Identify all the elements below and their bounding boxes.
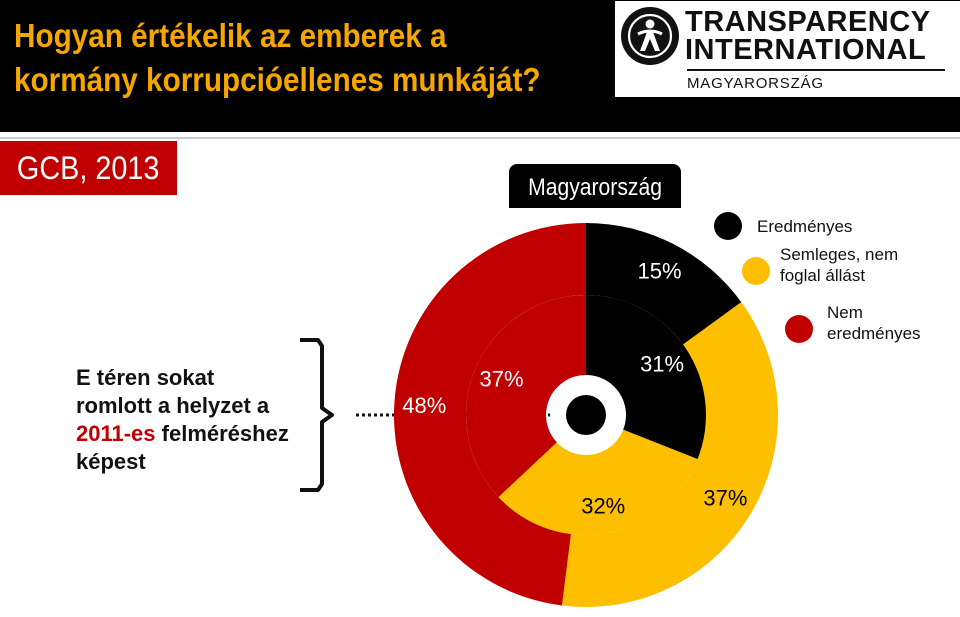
country-label: Magyarország (509, 164, 681, 208)
country-label-text: Magyarország (528, 174, 662, 201)
legend-label-nem-eredmenyes: Nem eredményes (827, 303, 921, 343)
chart-center-dot (566, 395, 606, 435)
note-line-4: képest (76, 449, 146, 474)
outer-slice-eredmenyes (586, 223, 742, 345)
outer-slice-semleges-nem-foglal-allast (561, 302, 778, 608)
outer-slice-nem-eredmenyes (394, 223, 586, 606)
legend-label-eredmenyes: Eredményes (757, 217, 853, 236)
header-bar: Hogyan értékelik az emberek a kormány ko… (0, 0, 960, 132)
legend-swatch-semleges-nem-foglal-allast (742, 257, 770, 285)
outer-label-nem-eredmenyes: 48% (402, 393, 446, 418)
inner-label-nem-eredmenyes: 37% (480, 366, 524, 391)
logo-rule (687, 69, 945, 71)
outer-label-eredmenyes: 15% (638, 259, 682, 284)
header-divider (0, 137, 960, 139)
outer-label-semleges-nem-foglal-allast: 37% (703, 485, 747, 510)
logo-line-2: INTERNATIONAL (685, 34, 927, 66)
comparison-note: E téren sokat romlott a helyzet a 2011-e… (76, 364, 316, 476)
page-title: Hogyan értékelik az emberek a kormány ko… (14, 14, 545, 102)
note-bracket (300, 338, 334, 492)
inner-label-eredmenyes: 31% (640, 351, 684, 376)
ti-emblem-icon (621, 7, 679, 65)
inner-slice-eredmenyes (586, 295, 706, 460)
logo-subtitle: MAGYARORSZÁG (687, 75, 824, 92)
gcb-badge-label: GCB, 2013 (17, 150, 160, 186)
inner-label-semleges-nem-foglal-allast: 32% (581, 493, 625, 518)
note-year: 2011-es (76, 421, 156, 446)
transparency-international-logo: TRANSPARENCY INTERNATIONAL MAGYARORSZÁG (615, 1, 960, 97)
gcb-badge: GCB, 2013 (0, 141, 177, 195)
note-line-1: E téren sokat (76, 365, 215, 390)
legend-swatch-nem-eredmenyes (785, 315, 813, 343)
inner-slice-semleges-nem-foglal-allast (498, 429, 698, 536)
note-line-2: romlott a helyzet a (76, 393, 270, 418)
title-line-2: kormány korrupcióellenes munkáját? (14, 61, 541, 98)
title-line-1: Hogyan értékelik az emberek a (14, 17, 447, 54)
legend-swatch-eredmenyes (714, 212, 742, 240)
legend-label-semleges-nem-foglal-allast: Semleges, nem foglal állást (780, 245, 899, 285)
inner-slice-nem-eredmenyes (465, 295, 586, 498)
logo-line-1: TRANSPARENCY (685, 6, 931, 38)
note-line-3: 2011-es felméréshez (76, 420, 316, 448)
note-line-3-rest: felméréshez (155, 421, 289, 446)
